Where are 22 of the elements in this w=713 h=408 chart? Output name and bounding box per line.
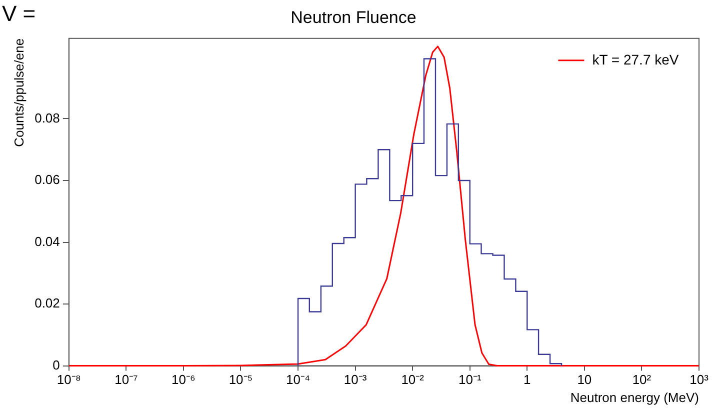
x-tick-label: 10⁻⁷ <box>114 372 138 388</box>
y-tick-label: 0.06 <box>34 172 60 188</box>
x-tick-label: 10³ <box>690 372 710 388</box>
x-tick-label: 1 <box>524 372 531 388</box>
y-axis-title: Counts/ppulse/ene <box>11 38 26 147</box>
y-tick-label: 0.04 <box>34 234 60 249</box>
x-tick-label: 10⁻³ <box>344 372 368 388</box>
x-tick-label: 10² <box>632 372 652 388</box>
x-tick-label: 10⁻⁸ <box>56 372 81 388</box>
legend-label: kT = 27.7 keV <box>592 51 680 68</box>
y-tick-label: 0 <box>52 357 60 372</box>
x-tick-label: 10⁻² <box>401 372 425 388</box>
x-axis-title: Neutron energy (MeV) <box>570 390 699 405</box>
y-tick-label: 0.02 <box>34 296 60 311</box>
y-tick-label: 0.08 <box>34 110 60 126</box>
x-tick-label: 10⁻⁴ <box>286 372 310 388</box>
text: V = <box>2 1 36 26</box>
x-tick-label: 10 <box>577 372 592 388</box>
chart-title: Neutron Fluence <box>290 8 416 27</box>
x-tick-label: 10⁻⁵ <box>228 372 253 388</box>
x-tick-label: 10⁻¹ <box>458 372 482 388</box>
x-tick-label: 10⁻⁶ <box>172 372 196 388</box>
